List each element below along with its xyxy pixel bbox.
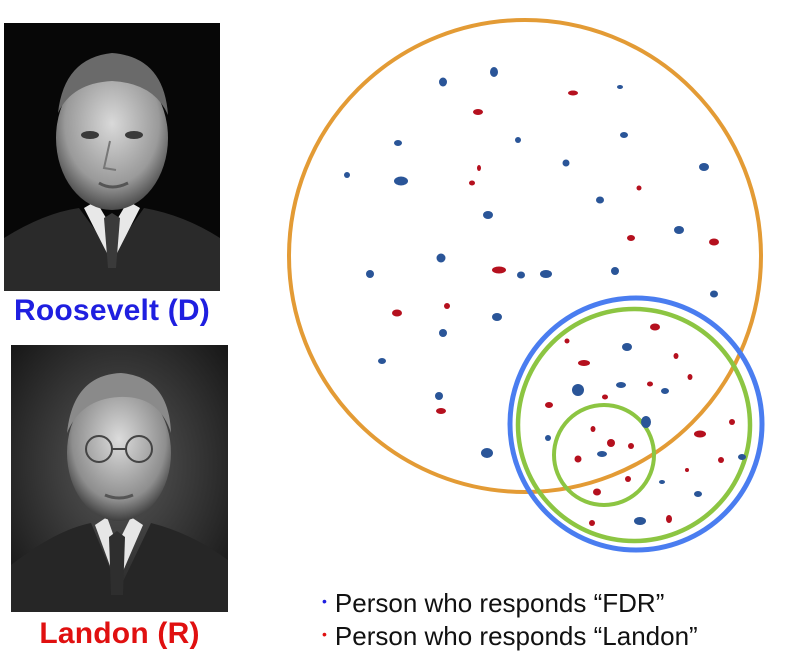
fdr-dot [481, 448, 493, 458]
roosevelt-caption: Roosevelt (D) [14, 294, 210, 327]
fdr-dot [439, 329, 447, 337]
fdr-dot [596, 196, 604, 204]
legend-label-landon: Person who responds “Landon” [334, 621, 698, 651]
sample-frame-circle [507, 295, 765, 553]
inner-sample-circle [552, 403, 656, 507]
landon-dot [469, 180, 475, 186]
landon-dot [694, 430, 706, 438]
landon-dot [492, 266, 506, 274]
landon-dot [444, 303, 450, 309]
landon-dot [729, 419, 735, 425]
fdr-dot [562, 159, 570, 167]
legend-bullet-landon: • [322, 626, 327, 643]
fdr-dot [641, 416, 651, 428]
fdr-dot [517, 271, 525, 279]
fdr-dot [490, 67, 498, 77]
fdr-dot [611, 267, 619, 275]
landon-dot [647, 381, 653, 387]
fdr-dot [439, 77, 447, 87]
fdr-dot [597, 451, 607, 457]
landon-dot [627, 235, 635, 241]
fdr-dot [394, 176, 408, 186]
roosevelt-photo [4, 23, 220, 291]
fdr-dot [674, 226, 684, 234]
landon-dot [607, 439, 615, 447]
fdr-dot [572, 384, 584, 396]
landon-dot [589, 520, 595, 526]
respondents-circle [515, 306, 753, 544]
legend-label-fdr: Person who responds “FDR” [334, 588, 665, 618]
fdr-respondent-dots [344, 67, 746, 525]
landon-dot [625, 476, 631, 482]
landon-dot [578, 360, 590, 366]
fdr-dot [620, 132, 628, 138]
fdr-dot [436, 253, 446, 263]
landon-dot [574, 455, 582, 463]
landon-dot [568, 90, 578, 96]
fdr-dot [394, 140, 402, 146]
landon-dot [436, 408, 446, 414]
landon-dot [473, 109, 483, 115]
landon-dot [666, 515, 672, 523]
landon-dot [673, 353, 679, 359]
landon-dot [564, 338, 570, 344]
fdr-dot [694, 491, 702, 497]
fdr-dot [617, 85, 623, 89]
landon-dot [593, 488, 601, 496]
legend-item-fdr: • Person who responds “FDR” [322, 588, 664, 619]
landon-dot [718, 457, 724, 463]
landon-respondent-dots [392, 90, 735, 526]
landon-dot [628, 443, 634, 449]
fdr-dot [661, 388, 669, 394]
landon-dot [687, 374, 693, 380]
fdr-dot [378, 358, 386, 364]
landon-dot [650, 323, 660, 331]
landon-caption: Landon (R) [39, 617, 200, 650]
fdr-dot [616, 382, 626, 388]
landon-dot [545, 402, 553, 408]
fdr-dot [435, 392, 443, 400]
legend-bullet-fdr: • [322, 593, 327, 610]
fdr-dot [492, 313, 502, 321]
landon-dot [709, 238, 719, 246]
landon-dot [590, 426, 596, 432]
fdr-dot [634, 517, 646, 525]
fdr-dot [699, 163, 709, 171]
fdr-dot [659, 480, 665, 484]
landon-dot [477, 165, 481, 171]
roosevelt-portrait-illustration [4, 23, 220, 291]
landon-dot [636, 185, 642, 191]
fdr-dot [540, 270, 552, 278]
population-circle [287, 18, 763, 494]
fdr-dot [738, 454, 746, 460]
fdr-dot [515, 137, 521, 143]
fdr-dot [545, 435, 551, 441]
landon-photo [11, 345, 228, 612]
landon-dot [602, 394, 608, 400]
fdr-dot [483, 211, 493, 219]
landon-dot [392, 309, 402, 317]
fdr-dot [366, 270, 374, 278]
legend-item-landon: • Person who responds “Landon” [322, 621, 698, 652]
landon-dot [685, 468, 689, 472]
fdr-dot [622, 343, 632, 351]
landon-portrait-illustration [11, 345, 228, 612]
fdr-dot [710, 290, 718, 298]
fdr-dot [344, 172, 350, 178]
